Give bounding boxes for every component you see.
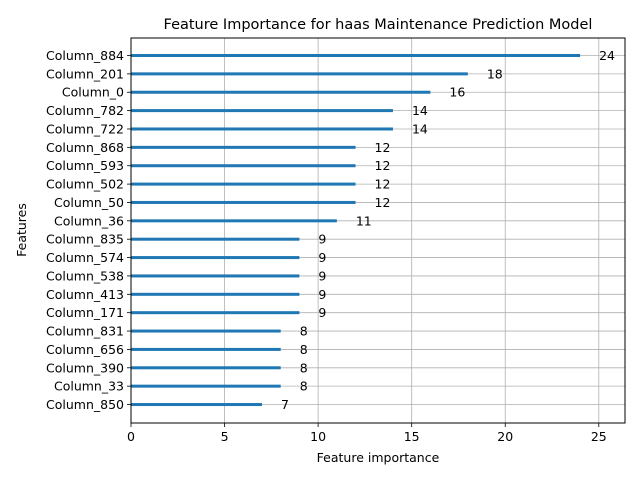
value-label: 14 <box>412 103 428 118</box>
y-tick-label: Column_538 <box>46 268 124 283</box>
bar <box>131 182 356 186</box>
y-tick-label: Column_502 <box>46 177 124 192</box>
value-label: 9 <box>318 287 326 302</box>
y-tick-label: Column_850 <box>46 397 124 412</box>
y-tick-label: Column_835 <box>46 232 124 247</box>
y-tick-label: Column_782 <box>46 103 124 118</box>
y-tick-label: Column_390 <box>46 360 124 375</box>
bars <box>131 54 581 407</box>
bar <box>131 311 300 315</box>
value-label: 8 <box>300 324 308 339</box>
value-label: 12 <box>375 177 391 192</box>
bar <box>131 403 262 407</box>
y-tick-label: Column_722 <box>46 121 124 136</box>
y-tick-label: Column_50 <box>54 195 124 210</box>
y-tick-label: Column_868 <box>46 140 124 155</box>
bar <box>131 72 468 76</box>
value-label: 9 <box>318 232 326 247</box>
bar <box>131 366 281 370</box>
y-tick-label: Column_33 <box>54 379 124 394</box>
bar <box>131 384 281 388</box>
bar <box>131 237 300 241</box>
value-label: 11 <box>356 213 372 228</box>
x-tick-label: 5 <box>221 429 229 444</box>
value-label: 12 <box>375 195 391 210</box>
bar <box>131 200 356 204</box>
y-tick-label: Column_574 <box>46 250 124 265</box>
x-ticks: 0 5 10 15 20 25 <box>127 423 607 444</box>
bar <box>131 274 300 278</box>
value-label: 18 <box>487 66 503 81</box>
x-tick-label: 25 <box>591 429 607 444</box>
x-axis-label: Feature importance <box>317 450 440 465</box>
value-label: 8 <box>300 342 308 357</box>
grid-lines <box>130 38 625 423</box>
x-tick-label: 20 <box>497 429 513 444</box>
y-tick-label: Column_413 <box>46 287 124 302</box>
bar <box>131 127 393 131</box>
bar <box>131 54 581 57</box>
bar <box>131 347 281 351</box>
value-label: 8 <box>300 360 308 375</box>
y-axis-label: Features <box>14 203 29 257</box>
x-tick-label: 0 <box>127 429 135 444</box>
bar <box>131 109 393 113</box>
x-tick-label: 15 <box>404 429 420 444</box>
y-tick-label: Column_656 <box>46 342 124 357</box>
plot-frame <box>130 37 626 424</box>
value-label: 16 <box>449 85 465 100</box>
value-label: 12 <box>375 158 391 173</box>
bar <box>131 164 356 168</box>
y-tick-label: Column_201 <box>46 66 124 81</box>
y-tick-label: Column_171 <box>46 305 124 320</box>
y-tick-label: Column_36 <box>54 213 124 228</box>
y-tick-label: Column_884 <box>46 48 124 63</box>
value-label: 7 <box>281 397 289 412</box>
value-label: 9 <box>318 268 326 283</box>
value-label: 9 <box>318 250 326 265</box>
y-tick-label: Column_831 <box>46 324 124 339</box>
bar <box>131 292 300 296</box>
value-label: 14 <box>412 121 428 136</box>
bar <box>131 90 431 94</box>
value-label: 24 <box>599 48 615 63</box>
bar <box>131 256 300 260</box>
y-tick-label: Column_0 <box>62 85 124 100</box>
x-tick-label: 10 <box>310 429 326 444</box>
value-label: 9 <box>318 305 326 320</box>
value-label: 12 <box>375 140 391 155</box>
chart-title: Feature Importance for haas Maintenance … <box>164 17 593 33</box>
y-tick-labels: Column_884 Column_201 Column_0 Column_782 Co… <box>46 48 131 412</box>
value-label: 8 <box>300 379 308 394</box>
bar <box>131 329 281 333</box>
bar <box>131 145 356 149</box>
bar <box>131 219 337 223</box>
y-tick-label: Column_593 <box>46 158 124 173</box>
